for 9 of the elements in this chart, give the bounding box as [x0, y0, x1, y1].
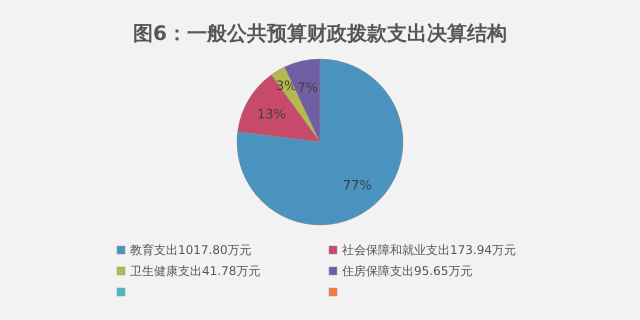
legend-label: 社会保障和就业支出173.94万元 — [342, 243, 516, 257]
data-label: 13% — [256, 107, 286, 122]
legend-label: 住房保障支出95.65万元 — [341, 264, 472, 278]
data-label: 77% — [342, 178, 372, 194]
chart-title: 图6：一般公共预算财政拨款支出决算结构 — [133, 21, 507, 45]
legend-label: 教育支出1017.80万元 — [130, 243, 252, 257]
pie-slice — [236, 58, 404, 226]
legend-label: 卫生健康支出41.78万元 — [130, 264, 260, 278]
data-label: 7% — [297, 80, 318, 96]
